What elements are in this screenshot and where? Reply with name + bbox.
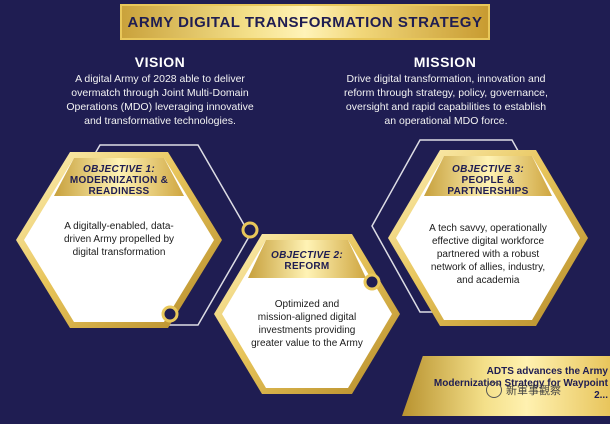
mission-line: an operational MDO force. (384, 115, 508, 127)
adts-line: Modernization Strategy for Waypoint (433, 378, 608, 389)
title-banner: ARMY DIGITAL TRANSFORMATION STRATEGY (120, 4, 490, 40)
mission-line: reform through strategy, policy, governa… (344, 87, 548, 99)
adts-line: 2... (594, 390, 608, 401)
objective-2-body-line: investments providing (258, 325, 356, 336)
connector-dot-bottom (161, 305, 179, 323)
objective-2-body: Optimized and mission-aligned digital in… (237, 298, 377, 350)
objective-2-body-line: mission-aligned digital (257, 312, 357, 323)
watermark: 新軍事觀察 (486, 382, 561, 398)
objective-3-body-line: A tech savvy, operationally (429, 223, 547, 234)
hex-1-face (24, 158, 214, 322)
mission-line: oversight and rapid capabilities to esta… (345, 101, 547, 113)
objective-3-title-line: PEOPLE & (461, 175, 515, 186)
hex-1-cap (54, 158, 184, 196)
objective-1-title-line: MODERNIZATION & (69, 175, 169, 186)
mission-heading: MISSION (413, 54, 477, 70)
adts-callout-box (402, 356, 610, 416)
objective-3-title-line: PARTNERSHIPS (447, 186, 529, 197)
wechat-logo-icon (486, 382, 502, 398)
objective-3-body-line: network of allies, industry, (430, 262, 546, 273)
adts-callout-text: ADTS advances the Army Modernization Str… (414, 366, 608, 402)
objective-3-body-line: partnered with a robust (436, 249, 540, 260)
objective-3-lead: OBJECTIVE 3: (452, 164, 524, 175)
objective-3-title: OBJECTIVE 3: PEOPLE & PARTNERSHIPS (424, 164, 552, 197)
vision-line: A digital Army of 2028 able to deliver (75, 73, 245, 85)
watermark-text: 新軍事觀察 (506, 385, 561, 397)
vision-heading: VISION (134, 54, 186, 70)
objective-1-body: A digitally-enabled, data- driven Army p… (44, 220, 194, 259)
objective-2-body-line: Optimized and (274, 299, 340, 310)
hex-3-cap (424, 156, 552, 196)
objective-3-body-line: effective digital workforce (431, 236, 545, 247)
objective-1-body-line: A digitally-enabled, data- (64, 221, 174, 232)
objective-1-title-line: READINESS (88, 186, 150, 197)
objective-1-body-line: digital transformation (72, 247, 166, 258)
connector-dot-right (363, 273, 381, 291)
mission-text: Drive digital transformation, innovation… (330, 72, 562, 128)
objective-1-lead: OBJECTIVE 1: (83, 164, 155, 175)
objective-2-body-line: greater value to the Army (251, 338, 363, 349)
hex-3-face (396, 156, 580, 320)
vision-text: A digital Army of 2028 able to deliver o… (40, 72, 280, 128)
objective-1-title: OBJECTIVE 1: MODERNIZATION & READINESS (54, 164, 184, 197)
objective-3-body: A tech savvy, operationally effective di… (412, 222, 564, 287)
connector-dot-top (241, 221, 259, 239)
vision-line: Operations (MDO) leveraging innovative (66, 101, 254, 113)
objective-2-title-line: REFORM (284, 261, 330, 272)
page-title: ARMY DIGITAL TRANSFORMATION STRATEGY (127, 13, 483, 31)
objective-1-body-line: driven Army propelled by (63, 234, 175, 245)
hex-2-cap (248, 240, 366, 278)
objective-2-lead: OBJECTIVE 2: (271, 250, 343, 261)
vision-line: overmatch through Joint Multi-Domain (71, 87, 249, 99)
mission-line: Drive digital transformation, innovation… (346, 73, 546, 85)
adts-line: ADTS advances the Army (486, 366, 608, 377)
objective-3-body-line: and academia (456, 275, 520, 286)
vision-line: and transformative technologies. (84, 115, 236, 127)
objective-2-title: OBJECTIVE 2: REFORM (248, 250, 366, 272)
